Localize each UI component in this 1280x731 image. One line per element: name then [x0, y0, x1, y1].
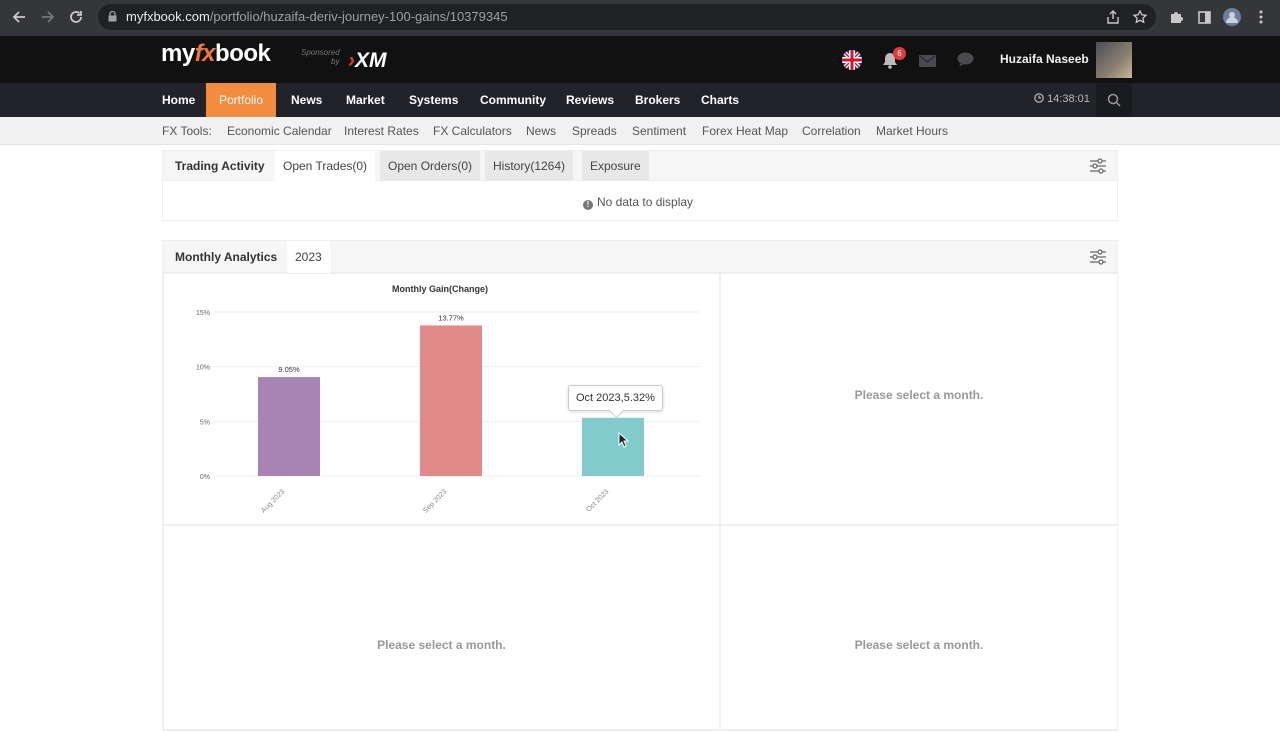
tool-news[interactable]: News — [526, 124, 557, 138]
clock-icon — [1034, 93, 1044, 103]
data-label: 9.05% — [278, 365, 300, 374]
sponsored-label: Sponsored by — [301, 48, 340, 66]
select-month-placeholder: Please select a month. — [854, 388, 984, 402]
tool-fx-calculators[interactable]: FX Calculators — [433, 124, 512, 138]
y-tick-label: 15% — [196, 310, 210, 317]
user-avatar[interactable] — [1096, 42, 1132, 78]
gain-chart-cell — [163, 273, 720, 525]
tab-open-trades[interactable]: Open Trades(0) — [275, 151, 376, 181]
mail-icon[interactable] — [919, 54, 936, 72]
browser-toolbar: myfxbook.com/portfolio/huzaifa-deriv-jou… — [0, 0, 1280, 36]
myfxbook-logo[interactable]: myfxbook — [161, 40, 271, 67]
nav-reviews[interactable]: Reviews — [566, 93, 615, 107]
forward-icon[interactable] — [37, 6, 59, 28]
side-panel-icon[interactable] — [1193, 6, 1215, 28]
tool-interest-rates[interactable]: Interest Rates — [344, 124, 419, 138]
main-nav: Home Portfolio News Market Systems Commu… — [0, 83, 1280, 117]
lock-icon — [108, 11, 117, 22]
nav-brokers[interactable]: Brokers — [635, 93, 681, 107]
data-label: 13.77% — [438, 313, 464, 322]
x-tick-label: Oct 2023 — [585, 488, 610, 513]
x-tick-label: Aug 2023 — [260, 488, 286, 514]
tool-market-hours[interactable]: Market Hours — [876, 124, 949, 138]
tool-economic-calendar[interactable]: Economic Calendar — [227, 124, 332, 138]
trading-activity-header: Trading Activity Open Trades(0) Open Ord… — [163, 151, 1117, 181]
url-text: myfxbook.com/portfolio/huzaifa-deriv-jou… — [126, 9, 508, 24]
profile-icon[interactable] — [1221, 6, 1243, 28]
x-tick-label: Sep 2023 — [422, 488, 448, 514]
nav-market[interactable]: Market — [346, 93, 385, 107]
bar — [258, 377, 320, 476]
info-icon: ! — [583, 200, 593, 210]
y-tick-label: 5% — [200, 419, 210, 426]
monthly-analytics-panel: Monthly Analytics 2023 Please select a m… — [162, 240, 1118, 731]
server-clock: 14:38:01 — [1034, 93, 1090, 105]
month-detail-cell: Please select a month. — [720, 273, 1118, 525]
bar — [420, 325, 482, 476]
month-detail-cell: Please select a month. — [720, 525, 1118, 731]
tab-history[interactable]: History(1264) — [485, 151, 574, 181]
browser-menu-icon[interactable] — [1250, 6, 1272, 28]
monthly-analytics-title: Monthly Analytics — [175, 250, 278, 264]
nav-systems[interactable]: Systems — [409, 93, 459, 107]
chat-icon[interactable] — [957, 52, 974, 72]
reload-icon[interactable] — [65, 6, 87, 28]
chart-tooltip: Oct 2023,5.32% — [568, 385, 663, 411]
extensions-icon[interactable] — [1165, 6, 1187, 28]
trading-activity-title: Trading Activity — [175, 159, 265, 173]
select-month-placeholder: Please select a month. — [377, 638, 506, 652]
monthly-analytics-header: Monthly Analytics 2023 — [163, 241, 1117, 273]
fx-tools-bar: FX Tools: Economic Calendar Interest Rat… — [0, 117, 1280, 145]
bookmark-star-icon[interactable] — [1129, 6, 1151, 28]
nav-home[interactable]: Home — [162, 93, 196, 107]
share-icon[interactable] — [1102, 6, 1124, 28]
tool-correlation[interactable]: Correlation — [802, 124, 861, 138]
search-button[interactable] — [1096, 83, 1132, 117]
y-tick-label: 10% — [196, 365, 210, 372]
bar — [582, 417, 644, 476]
nav-portfolio[interactable]: Portfolio — [206, 83, 277, 117]
nav-community[interactable]: Community — [480, 93, 546, 107]
fx-tools-label: FX Tools: — [162, 124, 212, 138]
tab-year[interactable]: 2023 — [287, 241, 330, 273]
tool-sentiment[interactable]: Sentiment — [632, 124, 687, 138]
mouse-cursor-icon — [618, 432, 630, 448]
address-bar[interactable]: myfxbook.com/portfolio/huzaifa-deriv-jou… — [98, 4, 1156, 30]
search-icon — [1107, 93, 1121, 107]
trading-activity-panel: Trading Activity Open Trades(0) Open Ord… — [162, 150, 1118, 221]
clock-time: 14:38:01 — [1047, 93, 1090, 105]
notification-bell-icon[interactable]: 6 — [881, 47, 906, 74]
site-header: myfxbook Sponsored by ›XM 6 Huzaifa Nasee… — [0, 36, 1280, 83]
sponsor-logo[interactable]: ›XM — [348, 49, 387, 72]
y-tick-label: 0% — [200, 474, 210, 481]
tab-open-orders[interactable]: Open Orders(0) — [380, 151, 481, 181]
tab-exposure[interactable]: Exposure — [582, 151, 649, 181]
nav-news[interactable]: News — [291, 93, 323, 107]
select-month-placeholder: Please select a month. — [854, 638, 984, 652]
no-data-message: ! No data to display — [583, 195, 693, 210]
settings-sliders-icon[interactable] — [1089, 248, 1107, 266]
notification-count-badge: 6 — [893, 47, 906, 60]
month-detail-cell: Please select a month. — [163, 525, 720, 731]
settings-sliders-icon[interactable] — [1089, 157, 1107, 175]
back-icon[interactable] — [8, 6, 30, 28]
uk-flag-icon[interactable] — [842, 50, 862, 70]
tool-spreads[interactable]: Spreads — [572, 124, 617, 138]
monthly-gain-chart: 0% 5% 10% 15% 9.05% Aug 2023 13.77% Sep 2023 Oct… — [196, 310, 700, 515]
user-name[interactable]: Huzaifa Naseeb — [1000, 52, 1089, 66]
chart-title: Monthly Gain(Change) — [392, 284, 488, 294]
tool-forex-heat-map[interactable]: Forex Heat Map — [702, 124, 789, 138]
nav-charts[interactable]: Charts — [701, 93, 740, 107]
